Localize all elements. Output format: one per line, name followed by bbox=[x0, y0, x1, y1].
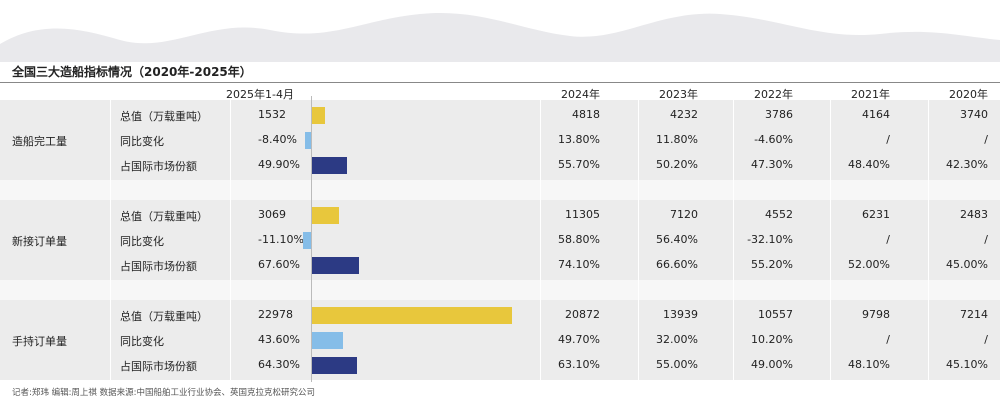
group-label: 新接订单量 bbox=[12, 235, 67, 248]
metric-label: 同比变化 bbox=[120, 235, 164, 248]
metric-label: 同比变化 bbox=[120, 335, 164, 348]
group-label: 手持订单量 bbox=[12, 335, 67, 348]
column-header-2021: 2021年 bbox=[851, 88, 890, 101]
year-value: 20872 bbox=[565, 308, 600, 321]
group-label: 造船完工量 bbox=[12, 135, 67, 148]
year-value: -32.10% bbox=[747, 233, 793, 246]
year-value: 49.00% bbox=[751, 358, 793, 371]
current-value: 1532 bbox=[258, 108, 286, 121]
year-value: 48.40% bbox=[848, 158, 890, 171]
year-value: 45.10% bbox=[946, 358, 988, 371]
column-divider bbox=[540, 100, 541, 380]
bar-share bbox=[312, 157, 347, 174]
group-separator bbox=[0, 280, 1000, 300]
year-value: 45.00% bbox=[946, 258, 988, 271]
year-value: / bbox=[984, 333, 988, 346]
column-divider bbox=[830, 100, 831, 380]
metric-label: 总值（万载重吨） bbox=[120, 310, 208, 323]
bar-share bbox=[312, 357, 357, 374]
year-value: 55.00% bbox=[656, 358, 698, 371]
year-value: 56.40% bbox=[656, 233, 698, 246]
year-value: 9798 bbox=[862, 308, 890, 321]
current-value: 64.30% bbox=[258, 358, 300, 371]
group-band-completed bbox=[0, 100, 1000, 180]
header-wave-decoration bbox=[0, 13, 1000, 62]
year-value: 52.00% bbox=[848, 258, 890, 271]
metric-label: 同比变化 bbox=[120, 135, 164, 148]
column-header-current: 2025年1-4月 bbox=[226, 88, 294, 101]
year-value: 63.10% bbox=[558, 358, 600, 371]
year-value: / bbox=[984, 133, 988, 146]
title-rule bbox=[0, 82, 1000, 83]
bar-total bbox=[312, 307, 512, 324]
column-header-2024: 2024年 bbox=[561, 88, 600, 101]
year-value: 13.80% bbox=[558, 133, 600, 146]
bar-yoy bbox=[312, 332, 343, 349]
column-divider bbox=[230, 100, 231, 380]
bar-share bbox=[312, 257, 360, 274]
year-value: 7214 bbox=[960, 308, 988, 321]
column-divider bbox=[733, 100, 734, 380]
metric-label: 总值（万载重吨） bbox=[120, 110, 208, 123]
year-value: 4552 bbox=[765, 208, 793, 221]
current-value: 67.60% bbox=[258, 258, 300, 271]
year-value: -4.60% bbox=[754, 133, 793, 146]
year-value: / bbox=[886, 233, 890, 246]
group-separator bbox=[0, 180, 1000, 200]
year-value: 42.30% bbox=[946, 158, 988, 171]
year-value: 48.10% bbox=[848, 358, 890, 371]
current-value: 43.60% bbox=[258, 333, 300, 346]
year-value: 50.20% bbox=[656, 158, 698, 171]
bar-total bbox=[312, 107, 326, 124]
zero-axis-line bbox=[311, 96, 312, 382]
year-value: / bbox=[984, 233, 988, 246]
metric-label: 占国际市场份额 bbox=[120, 260, 197, 273]
column-header-2022: 2022年 bbox=[754, 88, 793, 101]
metric-label: 总值（万载重吨） bbox=[120, 210, 208, 223]
year-value: 11305 bbox=[565, 208, 600, 221]
current-value: -11.10% bbox=[258, 233, 304, 246]
year-value: 11.80% bbox=[656, 133, 698, 146]
year-value: 4818 bbox=[572, 108, 600, 121]
year-value: 10557 bbox=[758, 308, 793, 321]
year-value: 3786 bbox=[765, 108, 793, 121]
year-value: 10.20% bbox=[751, 333, 793, 346]
group-band-new-orders bbox=[0, 200, 1000, 280]
year-value: / bbox=[886, 133, 890, 146]
current-value: 22978 bbox=[258, 308, 293, 321]
year-value: 4232 bbox=[670, 108, 698, 121]
year-value: 58.80% bbox=[558, 233, 600, 246]
year-value: 6231 bbox=[862, 208, 890, 221]
bar-yoy bbox=[305, 132, 311, 149]
year-value: 2483 bbox=[960, 208, 988, 221]
year-value: 32.00% bbox=[656, 333, 698, 346]
column-divider bbox=[638, 100, 639, 380]
column-header-2020: 2020年 bbox=[949, 88, 988, 101]
year-value: / bbox=[886, 333, 890, 346]
column-divider bbox=[110, 100, 111, 380]
year-value: 4164 bbox=[862, 108, 890, 121]
current-value: 49.90% bbox=[258, 158, 300, 171]
source-footer: 记者:郑玮 编辑:周上祺 数据来源:中国船舶工业行业协会、英国克拉克松研究公司 bbox=[12, 388, 315, 398]
year-value: 55.70% bbox=[558, 158, 600, 171]
year-value: 74.10% bbox=[558, 258, 600, 271]
year-value: 55.20% bbox=[751, 258, 793, 271]
year-value: 13939 bbox=[663, 308, 698, 321]
current-value: -8.40% bbox=[258, 133, 297, 146]
current-value: 3069 bbox=[258, 208, 286, 221]
year-value: 47.30% bbox=[751, 158, 793, 171]
year-value: 66.60% bbox=[656, 258, 698, 271]
year-value: 3740 bbox=[960, 108, 988, 121]
metric-label: 占国际市场份额 bbox=[120, 360, 197, 373]
table-title: 全国三大造船指标情况（2020年-2025年） bbox=[12, 65, 252, 79]
bar-total bbox=[312, 207, 339, 224]
bar-yoy bbox=[303, 232, 311, 249]
column-divider bbox=[928, 100, 929, 380]
column-header-2023: 2023年 bbox=[659, 88, 698, 101]
year-value: 7120 bbox=[670, 208, 698, 221]
year-value: 49.70% bbox=[558, 333, 600, 346]
metric-label: 占国际市场份额 bbox=[120, 160, 197, 173]
